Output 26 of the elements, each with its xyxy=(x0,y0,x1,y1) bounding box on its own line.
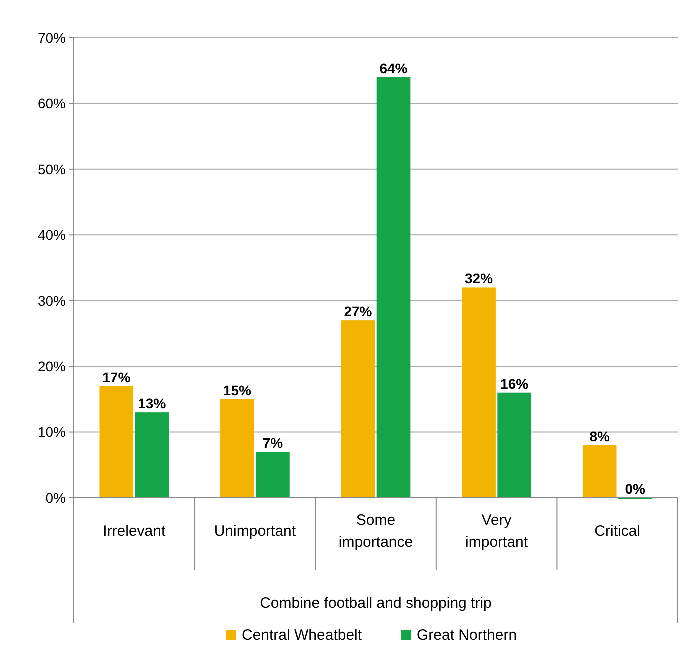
y-tick-label: 20% xyxy=(38,358,66,374)
y-tick-label: 50% xyxy=(38,161,66,178)
x-tick-label: Unimportant xyxy=(214,523,297,540)
data-label: 64% xyxy=(380,60,408,76)
x-tick-label: Irrelevant xyxy=(103,523,166,540)
x-tick-label: Critical xyxy=(594,523,641,540)
data-label: 7% xyxy=(262,435,284,451)
data-label: 8% xyxy=(590,428,611,444)
legend-label: Great Northern xyxy=(417,627,518,644)
legend-label: Central Wheatbelt xyxy=(242,627,363,644)
data-label: 15% xyxy=(223,382,252,398)
x-axis-title: Combine football and shopping trip xyxy=(260,595,492,612)
data-label: 13% xyxy=(138,396,167,412)
y-tick-label: 70% xyxy=(38,30,66,46)
y-tick-label: 30% xyxy=(38,292,66,309)
x-tick-label: Very important xyxy=(466,512,529,551)
data-label: 27% xyxy=(344,304,373,320)
y-tick-label: 60% xyxy=(38,96,66,112)
data-label: 0% xyxy=(625,481,646,497)
data-label: 17% xyxy=(102,369,132,386)
y-tick-label: 10% xyxy=(38,424,66,440)
data-label: 16% xyxy=(500,376,530,392)
x-tick-label: Some importance xyxy=(338,512,414,551)
y-tick-label: 40% xyxy=(38,227,66,244)
data-label: 32% xyxy=(465,270,494,287)
y-tick-label: 0% xyxy=(46,490,66,506)
